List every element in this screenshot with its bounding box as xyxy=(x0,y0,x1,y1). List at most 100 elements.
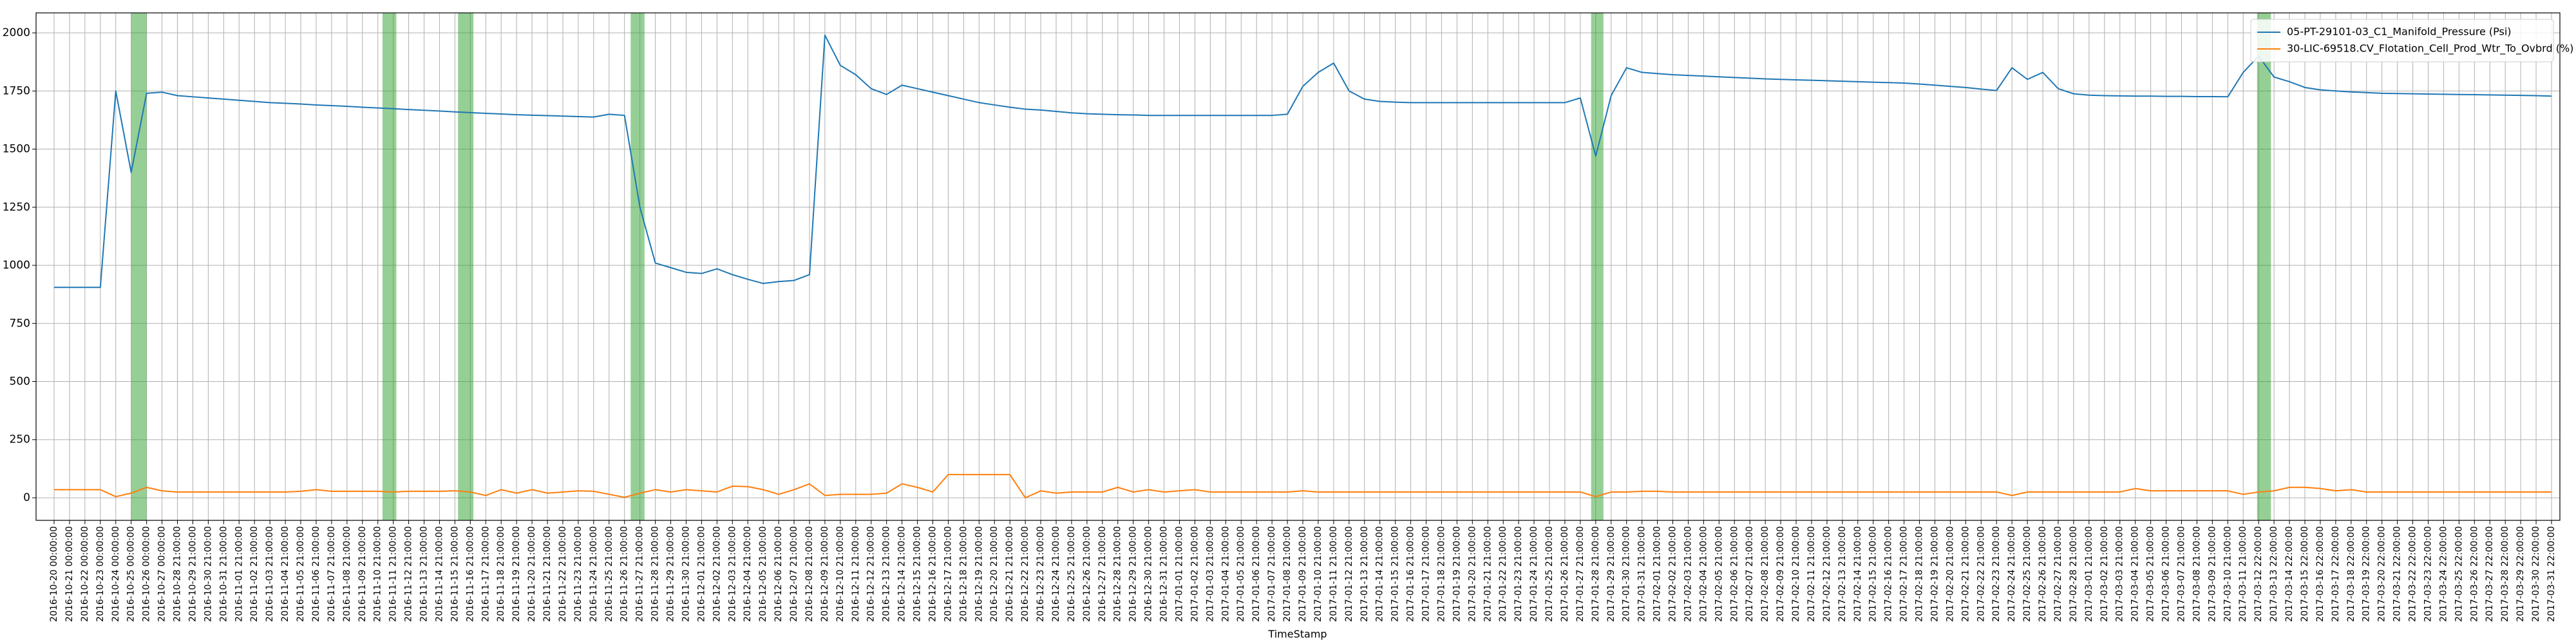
x-tick-label: 2017-03-11 21:00:00 xyxy=(2238,526,2248,622)
x-tick-label: 2016-12-29 21:00:00 xyxy=(1128,526,1139,622)
x-tick-label: 2017-03-07 21:00:00 xyxy=(2176,526,2186,622)
x-tick-label: 2017-03-04 21:00:00 xyxy=(2130,526,2141,622)
x-tick-label: 2016-12-27 21:00:00 xyxy=(1097,526,1108,622)
x-tick-label: 2016-11-02 21:00:00 xyxy=(249,526,260,622)
x-tick-label: 2017-02-04 21:00:00 xyxy=(1698,526,1709,622)
x-tick-label: 2017-02-26 21:00:00 xyxy=(2038,526,2048,622)
x-tick-label: 2016-10-27 00:00:00 xyxy=(157,526,167,622)
x-tick-label: 2017-01-25 21:00:00 xyxy=(1544,526,1555,622)
x-tick-label: 2017-02-15 21:00:00 xyxy=(1868,526,1879,622)
legend-label: 30-LIC-69518.CV_Flotation_Cell_Prod_Wtr_… xyxy=(2287,43,2573,55)
x-tick-label: 2017-02-18 21:00:00 xyxy=(1915,526,1925,622)
x-tick-label: 2017-01-27 21:00:00 xyxy=(1575,526,1586,622)
x-tick-label: 2016-10-26 00:00:00 xyxy=(142,526,152,622)
shaded-span xyxy=(458,13,474,520)
x-tick-label: 2016-11-16 21:00:00 xyxy=(465,526,475,622)
x-tick-label: 2016-11-29 21:00:00 xyxy=(666,526,676,622)
x-tick-label: 2017-01-04 21:00:00 xyxy=(1220,526,1231,622)
x-tick-label: 2017-03-02 21:00:00 xyxy=(2099,526,2110,622)
x-tick-label: 2017-01-09 21:00:00 xyxy=(1298,526,1308,622)
x-tick-label: 2017-02-21 21:00:00 xyxy=(1960,526,1971,622)
x-tick-label: 2016-11-15 21:00:00 xyxy=(450,526,460,622)
x-tick-label: 2016-12-21 21:00:00 xyxy=(1005,526,1015,622)
x-tick-label: 2016-12-01 21:00:00 xyxy=(696,526,706,622)
x-tick-label: 2016-12-18 21:00:00 xyxy=(958,526,969,622)
x-tick-label: 2017-03-25 22:00:00 xyxy=(2454,526,2464,622)
x-tick-label: 2016-12-25 21:00:00 xyxy=(1066,526,1077,622)
shaded-span xyxy=(382,13,397,520)
x-tick-label: 2017-02-20 21:00:00 xyxy=(1945,526,1955,622)
x-tick-label: 2016-10-31 21:00:00 xyxy=(218,526,229,622)
x-tick-label: 2016-12-26 21:00:00 xyxy=(1082,526,1092,622)
x-tick-label: 2017-01-13 21:00:00 xyxy=(1359,526,1370,622)
x-tick-label: 2016-12-09 21:00:00 xyxy=(820,526,830,622)
x-tick-label: 2017-03-20 22:00:00 xyxy=(2377,526,2387,622)
x-tick-label: 2017-03-23 22:00:00 xyxy=(2423,526,2433,622)
x-tick-label: 2016-12-06 21:00:00 xyxy=(773,526,784,622)
grid xyxy=(36,13,2560,520)
x-tick-label: 2016-12-03 21:00:00 xyxy=(727,526,737,622)
x-tick-label: 2016-11-05 21:00:00 xyxy=(296,526,306,622)
x-tick-label: 2016-11-30 21:00:00 xyxy=(681,526,691,622)
x-tick-label: 2017-03-19 22:00:00 xyxy=(2362,526,2372,622)
x-tick-label: 2016-12-28 21:00:00 xyxy=(1113,526,1123,622)
x-tick-label: 2016-12-30 21:00:00 xyxy=(1144,526,1154,622)
x-tick-label: 2016-11-21 21:00:00 xyxy=(542,526,553,622)
x-tick-label: 2016-11-28 21:00:00 xyxy=(650,526,661,622)
x-tick-label: 2017-01-01 21:00:00 xyxy=(1174,526,1184,622)
x-tick-label: 2016-12-17 21:00:00 xyxy=(943,526,953,622)
x-tick-label: 2016-10-30 21:00:00 xyxy=(203,526,213,622)
x-tick-label: 2017-03-21 22:00:00 xyxy=(2392,526,2403,622)
x-tick-label: 2017-02-11 21:00:00 xyxy=(1806,526,1817,622)
x-tick-label: 2017-03-22 22:00:00 xyxy=(2408,526,2418,622)
x-tick-label: 2016-11-09 21:00:00 xyxy=(357,526,368,622)
x-tick-label: 2017-01-14 21:00:00 xyxy=(1375,526,1385,622)
x-tick-label: 2016-12-08 21:00:00 xyxy=(804,526,815,622)
x-tick-label: 2016-12-11 21:00:00 xyxy=(851,526,861,622)
x-tick-label: 2016-10-20 00:00:00 xyxy=(49,526,59,622)
x-tick-label: 2017-01-02 21:00:00 xyxy=(1189,526,1200,622)
x-tick-label: 2017-03-24 22:00:00 xyxy=(2438,526,2448,622)
y-tick-label: 250 xyxy=(10,433,30,446)
y-tick-label: 1750 xyxy=(3,84,30,97)
x-tick-label: 2017-02-16 21:00:00 xyxy=(1884,526,1894,622)
x-tick-label: 2016-10-22 00:00:00 xyxy=(80,526,90,622)
x-tick-label: 2017-03-28 22:00:00 xyxy=(2500,526,2510,622)
shaded-span xyxy=(2257,13,2271,520)
x-tick-label: 2016-12-20 21:00:00 xyxy=(989,526,999,622)
x-tick-label: 2017-03-05 21:00:00 xyxy=(2146,526,2156,622)
legend-label: 05-PT-29101-03_C1_Manifold_Pressure (Psi… xyxy=(2287,26,2512,39)
x-tick-label: 2017-01-15 21:00:00 xyxy=(1390,526,1401,622)
x-tick-label: 2016-11-10 21:00:00 xyxy=(373,526,383,622)
x-tick-label: 2017-01-29 21:00:00 xyxy=(1606,526,1616,622)
x-tick-label: 2016-11-03 21:00:00 xyxy=(265,526,275,622)
x-tick-label: 2016-10-23 00:00:00 xyxy=(95,526,106,622)
x-tick-label: 2017-01-17 21:00:00 xyxy=(1421,526,1432,622)
x-tick-label: 2017-03-12 22:00:00 xyxy=(2253,526,2264,622)
x-tick-label: 2016-11-27 21:00:00 xyxy=(635,526,645,622)
x-tick-label: 2016-12-22 21:00:00 xyxy=(1020,526,1030,622)
y-tick-label: 1500 xyxy=(3,143,30,156)
shaded-spans xyxy=(131,13,2271,520)
x-tick-label: 2017-02-03 21:00:00 xyxy=(1683,526,1693,622)
x-tick-label: 2016-11-04 21:00:00 xyxy=(280,526,290,622)
x-tick-label: 2016-12-14 21:00:00 xyxy=(897,526,907,622)
x-tick-label: 2016-12-12 21:00:00 xyxy=(866,526,876,622)
x-tick-label: 2016-12-13 21:00:00 xyxy=(882,526,892,622)
x-tick-label: 2016-12-15 21:00:00 xyxy=(913,526,923,622)
x-tick-label: 2017-01-31 21:00:00 xyxy=(1637,526,1647,622)
x-tick-label: 2017-02-07 21:00:00 xyxy=(1745,526,1755,622)
x-tick-label: 2017-02-02 21:00:00 xyxy=(1668,526,1678,622)
x-tick-label: 2016-10-21 00:00:00 xyxy=(64,526,75,622)
x-tick-label: 2016-12-24 21:00:00 xyxy=(1051,526,1061,622)
y-tick-label: 500 xyxy=(10,375,30,388)
x-tick-label: 2016-11-11 21:00:00 xyxy=(388,526,399,622)
x-tick-label: 2017-01-30 21:00:00 xyxy=(1622,526,1632,622)
x-tick-label: 2017-03-08 21:00:00 xyxy=(2192,526,2202,622)
x-tick-label: 2017-02-08 21:00:00 xyxy=(1760,526,1770,622)
x-tick-label: 2017-03-01 21:00:00 xyxy=(2084,526,2094,622)
y-tick-label: 1000 xyxy=(3,259,30,272)
